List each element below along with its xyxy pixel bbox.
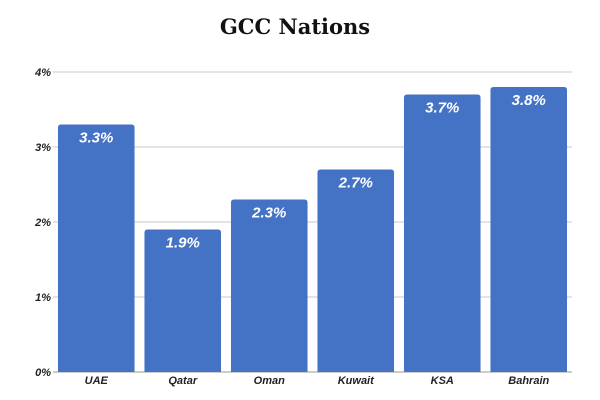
bar-qatar — [144, 229, 222, 372]
bar-kuwait — [317, 169, 395, 372]
data-label: 3.8% — [512, 92, 546, 109]
gridlines — [53, 71, 572, 373]
data-label: 2.7% — [338, 175, 373, 192]
x-tick-label: Oman — [254, 375, 285, 387]
y-tick-label: 2% — [34, 217, 51, 229]
y-tick-label: 3% — [35, 142, 51, 154]
data-label: 3.3% — [79, 130, 113, 147]
y-axis: 0% 1% 2% 3% 4% — [34, 67, 51, 379]
x-tick-label: Kuwait — [338, 375, 375, 387]
y-tick-label: 4% — [34, 67, 51, 79]
x-axis: UAE Qatar Oman Kuwait KSA Bahrain — [85, 375, 550, 387]
x-tick-label: Qatar — [168, 375, 197, 387]
x-tick-label: KSA — [431, 375, 454, 387]
y-tick-label: 1% — [35, 292, 51, 304]
data-label: 1.9% — [166, 235, 200, 252]
bar-bahrain — [490, 87, 568, 372]
data-label: 2.3% — [251, 205, 286, 222]
data-labels: 3.3% 1.9% 2.3% 2.7% 3.7% 3.8% — [79, 92, 546, 252]
bar-uae — [57, 124, 135, 372]
y-tick-label: 0% — [35, 367, 51, 379]
bar-oman — [230, 199, 308, 372]
bar-ksa — [403, 94, 481, 372]
x-tick-label: Bahrain — [508, 375, 549, 387]
chart-title: GCC Nations — [220, 14, 370, 39]
data-label: 3.7% — [425, 100, 459, 117]
bars — [57, 87, 568, 372]
x-tick-label: UAE — [85, 375, 109, 387]
